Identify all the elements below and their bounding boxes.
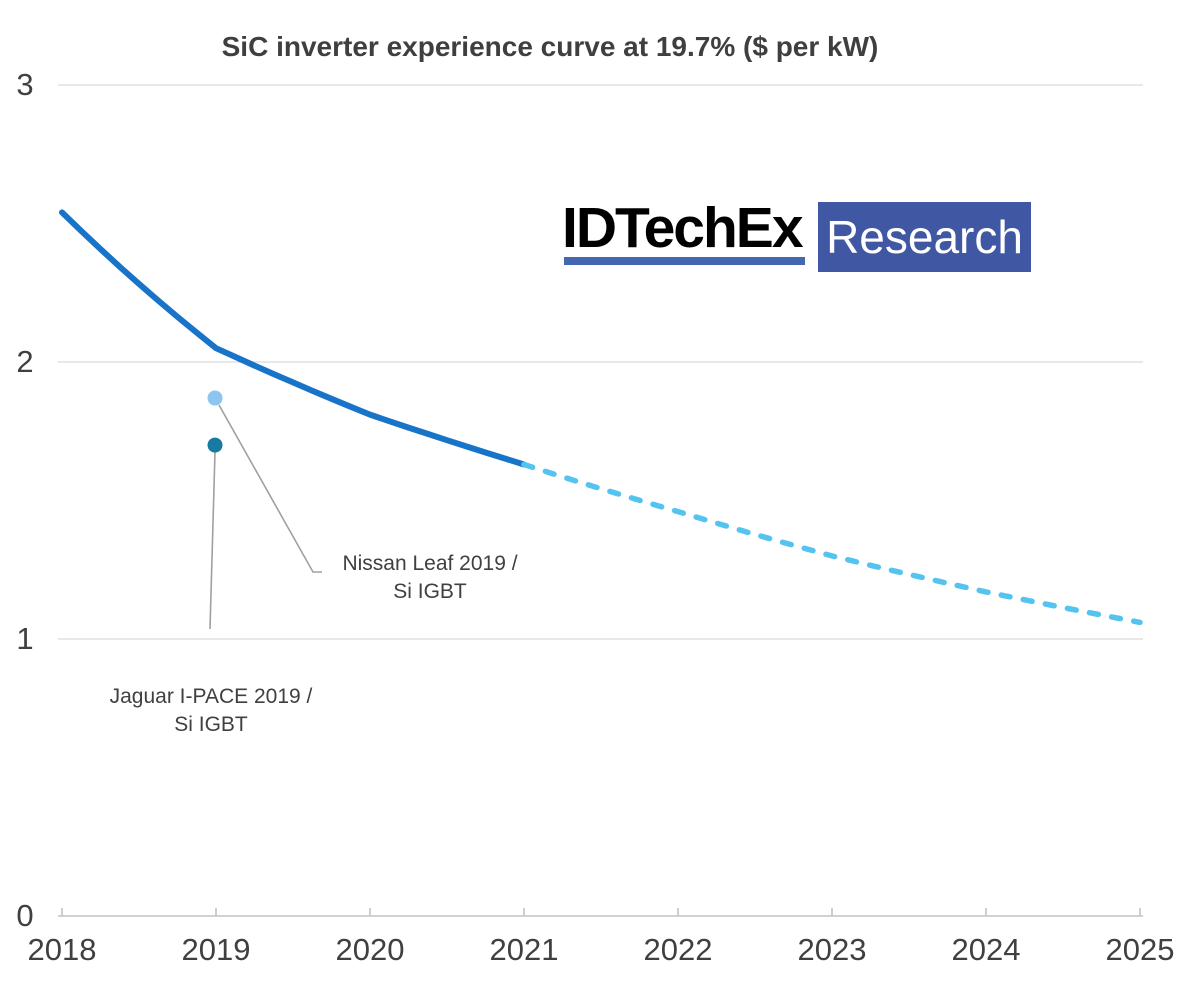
jaguar-annotation-line1: Jaguar I-PACE 2019 /	[109, 685, 313, 708]
y-tick-label-2: 2	[16, 344, 34, 379]
nissan-leader-line	[218, 404, 322, 573]
nissan-annotation-line2: Si IGBT	[393, 580, 467, 603]
y-tick-label-3: 3	[16, 67, 34, 102]
y-tick-label-0: 0	[16, 898, 34, 933]
research-badge: Research	[818, 202, 1031, 272]
x-axis-ticks	[61, 908, 1141, 916]
x-tick-label-2023: 2023	[797, 932, 867, 967]
logo-underline	[564, 257, 805, 265]
jaguar-leader-line	[209, 451, 216, 630]
x-tick-label-2018: 2018	[27, 932, 97, 967]
x-tick-label-2024: 2024	[951, 932, 1021, 967]
forecast-cost-line	[521, 461, 1143, 626]
jaguar-annotation-line2: Si IGBT	[174, 713, 248, 736]
nissan-annotation-line1: Nissan Leaf 2019 /	[342, 552, 518, 575]
nissan-leaf-point	[207, 390, 223, 406]
nissan-annotation: Nissan Leaf 2019 / Si IGBT	[329, 550, 531, 606]
y-tick-label-1: 1	[16, 621, 34, 656]
chart-title: SiC inverter experience curve at 19.7% (…	[221, 31, 879, 62]
jaguar-annotation: Jaguar I-PACE 2019 / Si IGBT	[104, 683, 318, 739]
x-tick-label-2022: 2022	[643, 932, 713, 967]
x-tick-label-2019: 2019	[181, 932, 251, 967]
actual-cost-line	[59, 209, 527, 468]
idtechex-logo: IDTechEx Research	[562, 196, 1032, 274]
x-tick-label-2020: 2020	[335, 932, 405, 967]
idtechex-wordmark: IDTechEx	[562, 196, 804, 260]
jaguar-ipace-point	[207, 437, 223, 453]
x-tick-label-2025: 2025	[1105, 932, 1175, 967]
x-tick-label-2021: 2021	[489, 932, 559, 967]
